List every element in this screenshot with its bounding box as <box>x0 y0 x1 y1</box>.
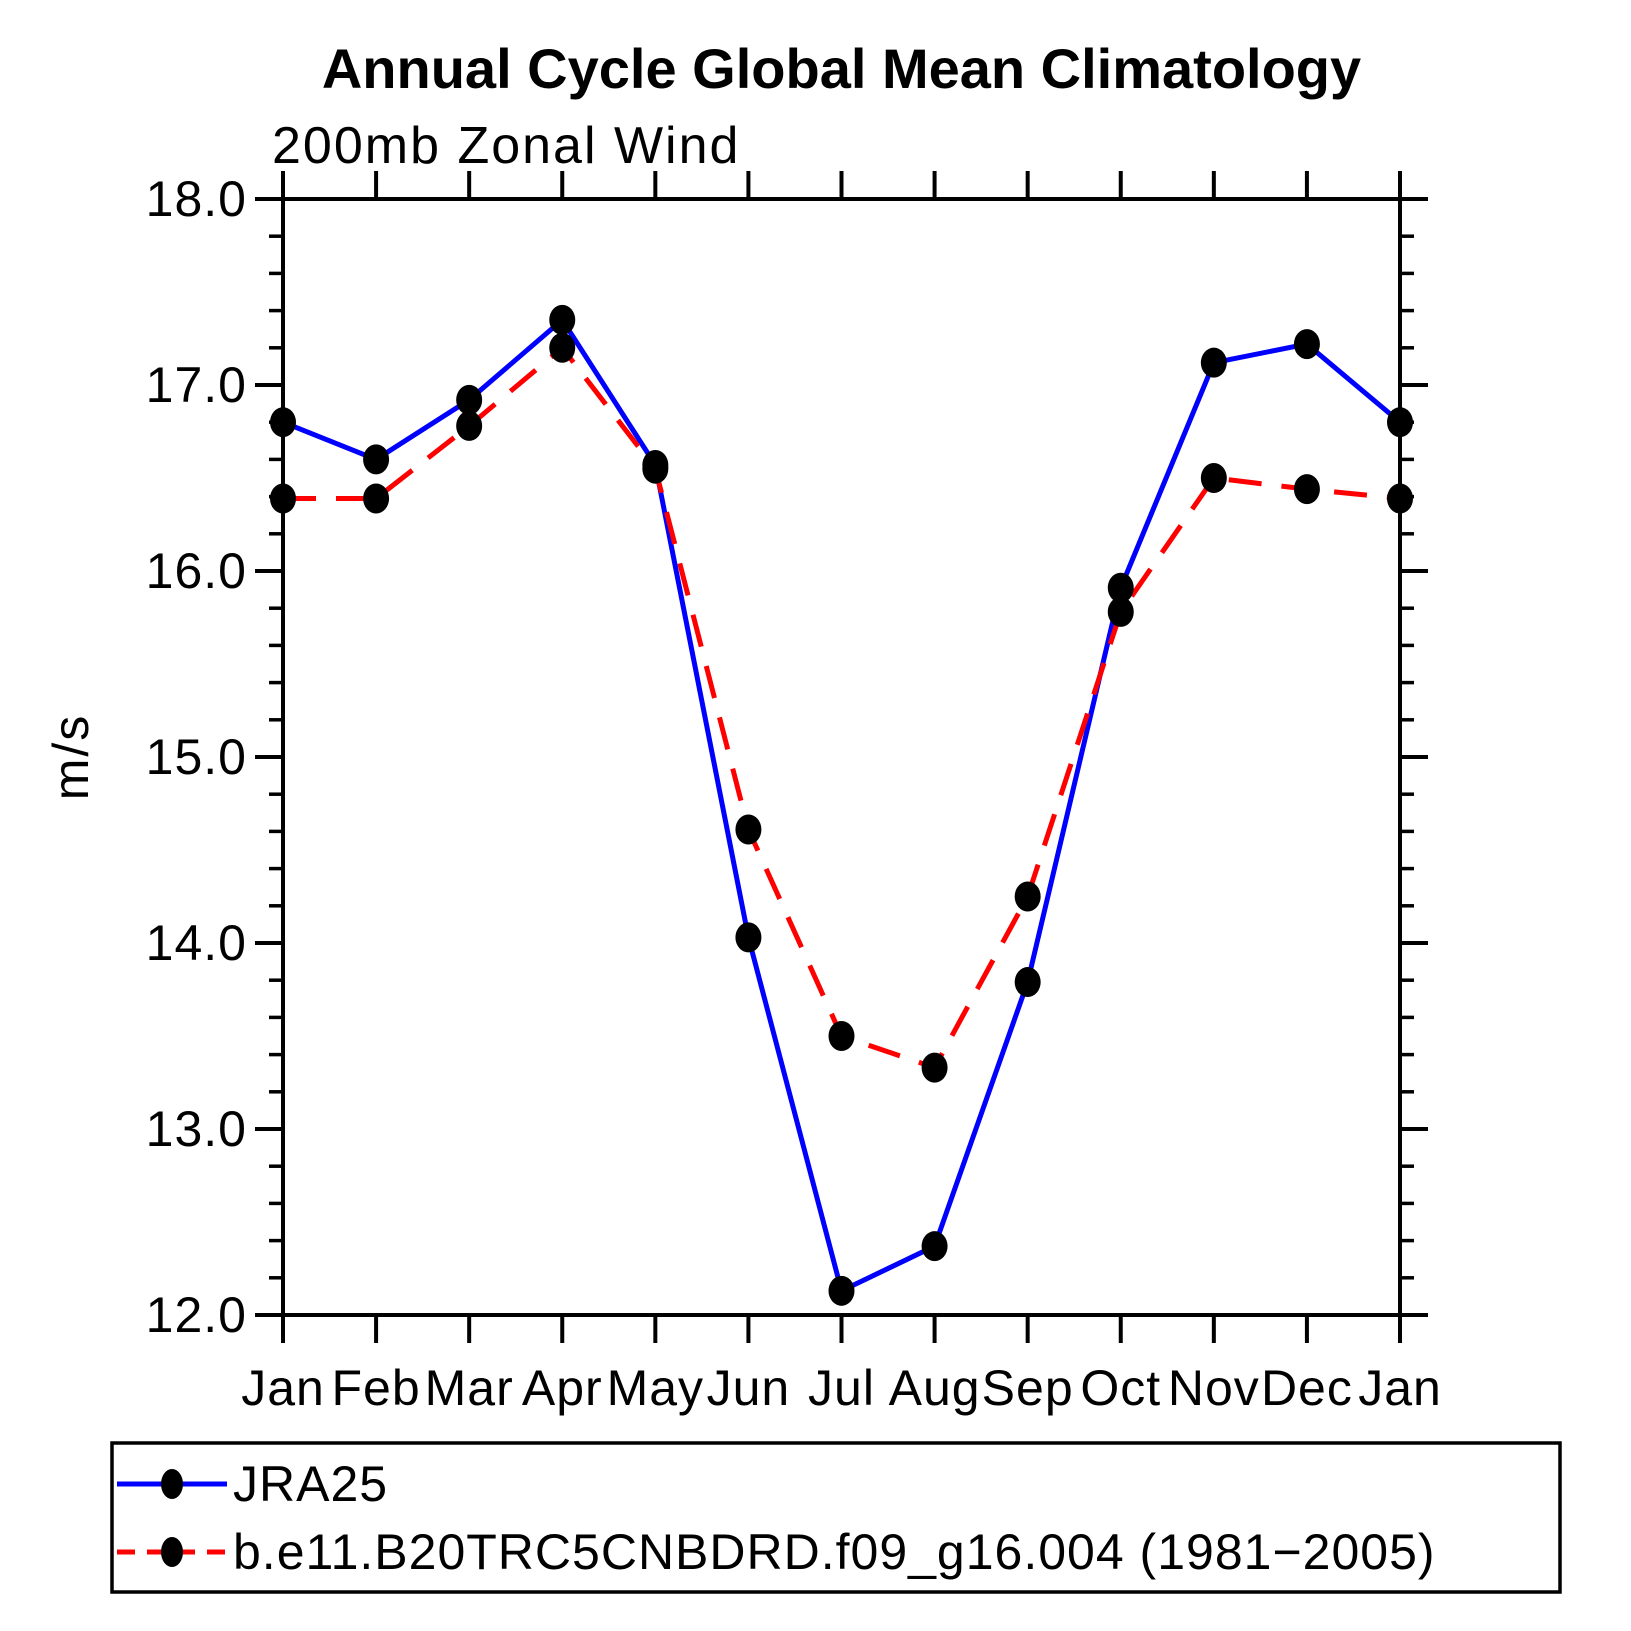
data-point-marker-1 <box>921 1052 948 1083</box>
x-tick-label: Jan <box>241 1360 325 1416</box>
x-tick-label: May <box>607 1360 704 1416</box>
y-tick-label: 18.0 <box>146 171 247 227</box>
data-point-marker-0 <box>270 407 296 438</box>
y-tick-label: 17.0 <box>146 357 247 413</box>
chart-subtitle: 200mb Zonal Wind <box>272 117 740 175</box>
x-tick-label: Jul <box>808 1360 875 1416</box>
x-tick-label: Oct <box>1080 1360 1161 1416</box>
data-point-marker-1 <box>1293 474 1320 505</box>
series-line-0 <box>282 316 1402 1295</box>
data-point-marker-1 <box>456 410 483 441</box>
data-point-marker-0 <box>921 1231 948 1262</box>
x-tick-label: Nov <box>1168 1360 1260 1416</box>
x-tick-label: Feb <box>331 1360 420 1416</box>
chart-title: Annual Cycle Global Mean Climatology <box>322 37 1361 100</box>
data-point-marker-1 <box>1107 596 1134 627</box>
x-tick-label: Jun <box>707 1360 791 1416</box>
legend-marker-1 <box>161 1537 183 1567</box>
data-point-marker-0 <box>549 304 576 335</box>
series-line-1 <box>283 344 1401 1071</box>
legend-label-1: b.e11.B20TRC5CNBDRD.f09_g16.004 (1981−20… <box>233 1524 1436 1580</box>
data-point-marker-0 <box>1014 967 1041 998</box>
data-point-marker-1 <box>828 1021 855 1051</box>
x-tick-label: Dec <box>1261 1360 1353 1416</box>
data-point-marker-0 <box>1387 407 1413 438</box>
data-point-marker-1 <box>363 483 390 514</box>
data-point-marker-1 <box>549 332 576 363</box>
data-point-marker-1 <box>1387 483 1413 514</box>
x-tick-label: Aug <box>889 1360 981 1416</box>
legend-box <box>110 1441 1562 1594</box>
y-tick-label: 16.0 <box>146 543 247 599</box>
data-point-marker-0 <box>1107 572 1134 603</box>
data-point-marker-1 <box>1200 463 1227 493</box>
y-tick-label: 13.0 <box>146 1101 247 1157</box>
plot-frame <box>281 197 1402 1317</box>
legend-marker-0 <box>161 1469 183 1499</box>
data-point-marker-1 <box>642 453 669 484</box>
y-tick-label: 12.0 <box>146 1287 247 1343</box>
data-point-marker-0 <box>735 922 762 953</box>
x-tick-label: Jan <box>1358 1360 1442 1416</box>
y-tick-label: 15.0 <box>146 729 247 785</box>
data-point-marker-0 <box>363 444 390 475</box>
data-point-marker-0 <box>1293 329 1320 360</box>
data-point-marker-0 <box>828 1275 855 1306</box>
x-tick-label: Mar <box>425 1360 514 1416</box>
data-point-marker-1 <box>1014 881 1041 912</box>
data-point-marker-0 <box>1200 347 1227 378</box>
data-point-marker-1 <box>735 814 762 845</box>
x-tick-label: Apr <box>522 1360 603 1416</box>
y-tick-label: 14.0 <box>146 915 247 971</box>
data-point-marker-1 <box>270 483 296 514</box>
y-axis-label: m/s <box>43 714 99 801</box>
x-tick-label: Sep <box>982 1360 1074 1416</box>
legend-label-0: JRA25 <box>233 1456 388 1512</box>
data-point-marker-0 <box>456 384 483 415</box>
